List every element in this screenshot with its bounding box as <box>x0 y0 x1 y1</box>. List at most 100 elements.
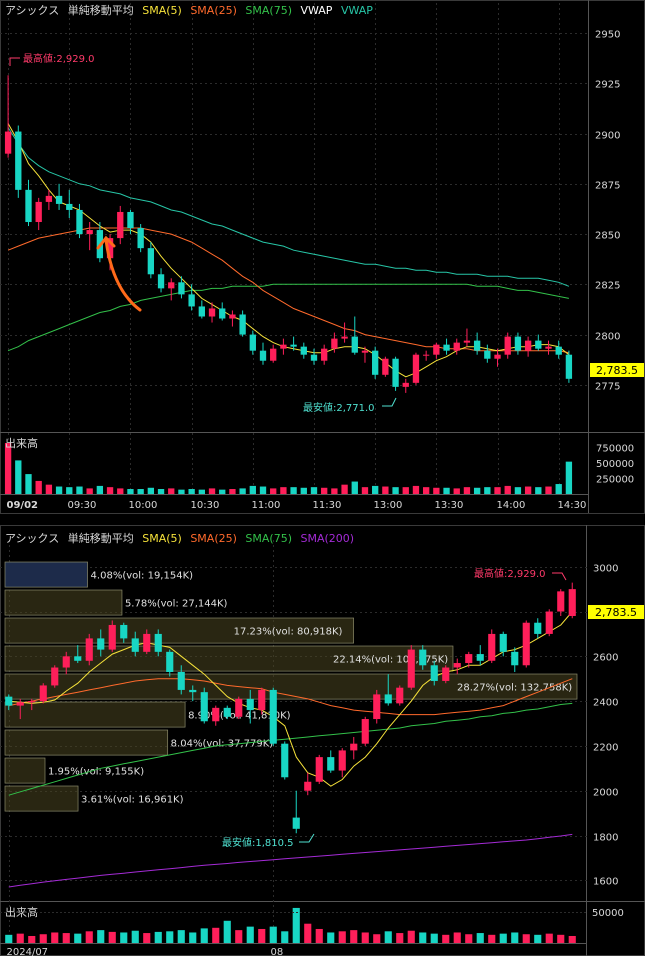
legend-sma200[interactable]: SMA(200) <box>300 532 354 545</box>
i-volume-bar <box>341 484 348 494</box>
d-sma75-line <box>8 702 573 796</box>
d-candle <box>407 645 415 690</box>
d-candle-body <box>120 624 128 639</box>
d-candle <box>143 629 151 655</box>
legend-sma25[interactable]: SMA(25) <box>190 532 237 545</box>
i-volume-bar <box>463 487 471 494</box>
intraday-low-annotation: 最安値:2,771.0 <box>303 397 397 414</box>
d-volume-bar <box>177 930 185 943</box>
i-volume-bar <box>198 489 205 494</box>
d-candle-body <box>499 633 507 652</box>
i-candle <box>535 334 542 351</box>
i-volume-bar <box>96 485 104 494</box>
d-volume-bar <box>212 927 220 943</box>
i-candle-body <box>147 248 155 275</box>
i-candle-body <box>15 131 22 190</box>
d-sma25-line <box>8 678 573 716</box>
d-volume-bar <box>304 923 312 943</box>
high-annotation-arrow-icon <box>552 572 567 581</box>
i-candle <box>280 338 287 355</box>
d-candle-body <box>327 757 335 771</box>
d-volume-bar <box>442 934 450 943</box>
i-x-tick-label: 13:30 <box>435 500 464 511</box>
i-candle <box>382 356 389 377</box>
legend-sma25[interactable]: SMA(25) <box>190 4 237 17</box>
d-candle <box>384 674 392 706</box>
i-candle <box>524 336 532 357</box>
d-candle-body <box>269 689 277 744</box>
intraday-x-axis: 09/02 09:30 10:00 10:30 11:00 11:30 13:00 13:30… <box>7 500 587 511</box>
volume-profile-bar <box>4 785 79 812</box>
i-candle-body <box>382 358 389 375</box>
d-candle <box>568 582 576 619</box>
i-candle <box>321 344 328 365</box>
i-candle-body <box>463 340 471 343</box>
i-volume-bar <box>280 487 287 494</box>
i-volume-bar <box>422 487 430 494</box>
i-candle-body <box>433 344 440 355</box>
d-candle <box>258 687 266 715</box>
daily-sma75-series <box>8 702 573 796</box>
i-candle-body <box>351 336 358 353</box>
i-volume-bar <box>55 486 63 494</box>
i-volume-bar <box>15 460 22 494</box>
d-candle-body <box>557 591 565 612</box>
i-candle <box>422 350 430 361</box>
i-candle-body <box>331 338 338 349</box>
d-candle-body <box>465 654 473 664</box>
i-volume-bar <box>147 487 155 494</box>
d-volume-bar <box>430 933 438 943</box>
d-volume-bar <box>419 932 427 943</box>
d-candle <box>373 689 381 724</box>
daily-chart-panel[interactable]: 4.08%(vol: 19,154K) 5.78%(vol: 27,144K) 17… <box>0 525 645 956</box>
i-candle <box>147 242 155 279</box>
i-candle <box>4 75 12 158</box>
d-candle <box>315 754 323 784</box>
d-volume-bar <box>166 931 174 943</box>
d-volume-bar <box>131 930 139 943</box>
d-candle-body <box>304 781 312 791</box>
daily-sma200-series <box>8 833 573 888</box>
d-volume-bar <box>338 931 346 943</box>
daily-volume-tick: 50000 <box>592 908 624 919</box>
legend-sma75[interactable]: SMA(75) <box>245 532 292 545</box>
i-candle <box>55 183 63 210</box>
i-volume-bar <box>66 487 73 494</box>
daily-sma5-series <box>8 611 573 787</box>
i-candle-body <box>402 382 409 387</box>
hand-drawn-arrow-icon <box>104 238 142 312</box>
d-volume-bar <box>465 934 473 943</box>
intraday-last-price: 2,783.5 <box>596 364 638 377</box>
d-candle <box>166 649 174 677</box>
i-candle <box>484 344 491 363</box>
i-candle <box>514 332 522 355</box>
d-volume-bar <box>534 934 542 943</box>
i-candle <box>117 205 124 245</box>
d-candle <box>108 620 116 652</box>
i-volume-bar <box>361 487 369 494</box>
legend-sma5[interactable]: SMA(5) <box>142 532 182 545</box>
d-candle <box>396 685 404 706</box>
i-candle-body <box>35 201 42 223</box>
d-volume-bar <box>384 931 392 943</box>
d-candle-body <box>85 638 93 661</box>
daily-low-annotation: 最安値:1,810.5 <box>222 833 315 849</box>
i-volume-bar <box>555 484 562 494</box>
i-candle <box>86 222 93 251</box>
i-volume-bar <box>168 488 175 494</box>
legend-sma5[interactable]: SMA(5) <box>142 4 182 17</box>
legend-sma75[interactable]: SMA(75) <box>245 4 292 17</box>
i-candle <box>45 189 53 210</box>
i-volume-bar <box>157 489 165 494</box>
d-volume-bar <box>154 931 162 943</box>
legend-vwap-2[interactable]: VWAP <box>341 4 373 17</box>
legend-vwap[interactable]: VWAP <box>300 4 332 17</box>
legend-symbol-name: アシックス <box>5 4 59 17</box>
i-candle <box>259 342 267 365</box>
i-volume-bar <box>402 487 409 494</box>
d-candle-body <box>292 817 300 829</box>
i-candle-body <box>392 358 399 387</box>
i-volume-bar <box>392 487 399 494</box>
volume-profile-row: 22.14%(vol: 103,975K) <box>4 645 454 672</box>
